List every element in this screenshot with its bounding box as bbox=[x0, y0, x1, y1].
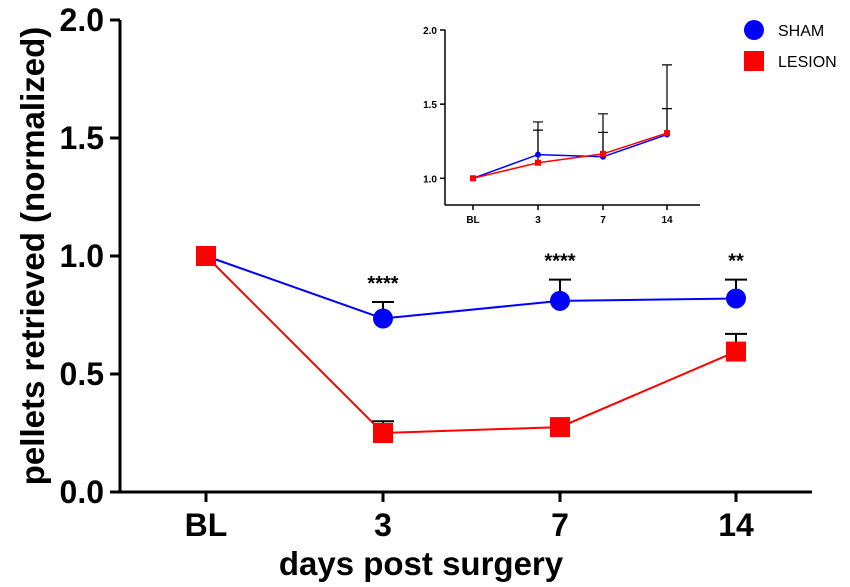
inset-y-tick-label: 1.0 bbox=[423, 174, 437, 185]
main-y-tick-label: 2.0 bbox=[60, 2, 104, 38]
inset-error-bar bbox=[533, 129, 543, 163]
main-plot: 0.0 0.5 1.0 1.5 2.0 BL 3 7 14 days post surgery pe… bbox=[14, 2, 812, 582]
inset-point-lesion bbox=[535, 159, 541, 166]
main-x-axis-title: days post surgery bbox=[279, 545, 564, 582]
inset-point-lesion bbox=[664, 130, 670, 137]
main-y-axis-title: pellets retrieved (normalized) bbox=[14, 27, 51, 485]
main-point-lesion bbox=[373, 423, 393, 443]
main-x-tick-label: 3 bbox=[374, 507, 392, 543]
main-series-line-sham bbox=[205, 255, 737, 320]
inset-x-tick-label: 3 bbox=[535, 215, 541, 226]
inset-plot: 1.0 1.5 2.0 BL 3 7 14 bbox=[423, 26, 700, 226]
inset-point-sham bbox=[535, 151, 541, 158]
main-point-lesion bbox=[196, 246, 216, 266]
main-x-tick-label: 7 bbox=[551, 507, 569, 543]
inset-error-bar bbox=[598, 131, 608, 154]
inset-y-tick-label: 1.5 bbox=[423, 100, 437, 111]
significance-label: ** bbox=[728, 251, 744, 273]
main-x-tick-label: 14 bbox=[718, 507, 754, 543]
inset-point-lesion bbox=[600, 150, 606, 157]
inset-x-tick-label: BL bbox=[466, 215, 479, 226]
legend-label-lesion: LESION bbox=[778, 54, 837, 71]
inset-error-bar bbox=[662, 108, 672, 134]
main-y-tick-label: 1.5 bbox=[60, 120, 104, 156]
main-y-tick-label: 0.0 bbox=[60, 474, 104, 510]
legend-label-sham: SHAM bbox=[778, 23, 824, 40]
significance-label: **** bbox=[367, 273, 398, 295]
inset-series-line-sham bbox=[472, 133, 668, 180]
main-y-tick-label: 1.0 bbox=[60, 238, 104, 274]
main-x-tick-label: BL bbox=[185, 507, 228, 543]
legend-marker-sham bbox=[744, 20, 764, 40]
inset-series-line-lesion bbox=[472, 132, 668, 180]
inset-y-tick-label: 2.0 bbox=[423, 26, 437, 37]
main-point-lesion bbox=[726, 341, 746, 362]
main-y-tick-label: 0.5 bbox=[60, 356, 104, 392]
main-point-sham bbox=[550, 290, 570, 311]
legend-marker-lesion bbox=[744, 51, 764, 71]
inset-x-tick-label: 14 bbox=[661, 215, 673, 226]
main-point-sham bbox=[373, 308, 393, 329]
main-point-sham bbox=[726, 288, 746, 309]
inset-point-lesion bbox=[470, 175, 476, 182]
legend: SHAM LESION bbox=[744, 20, 837, 71]
significance-label: **** bbox=[544, 251, 575, 273]
main-series-line-lesion bbox=[205, 255, 737, 435]
inset-x-tick-label: 7 bbox=[600, 215, 606, 226]
main-point-lesion bbox=[550, 417, 570, 438]
